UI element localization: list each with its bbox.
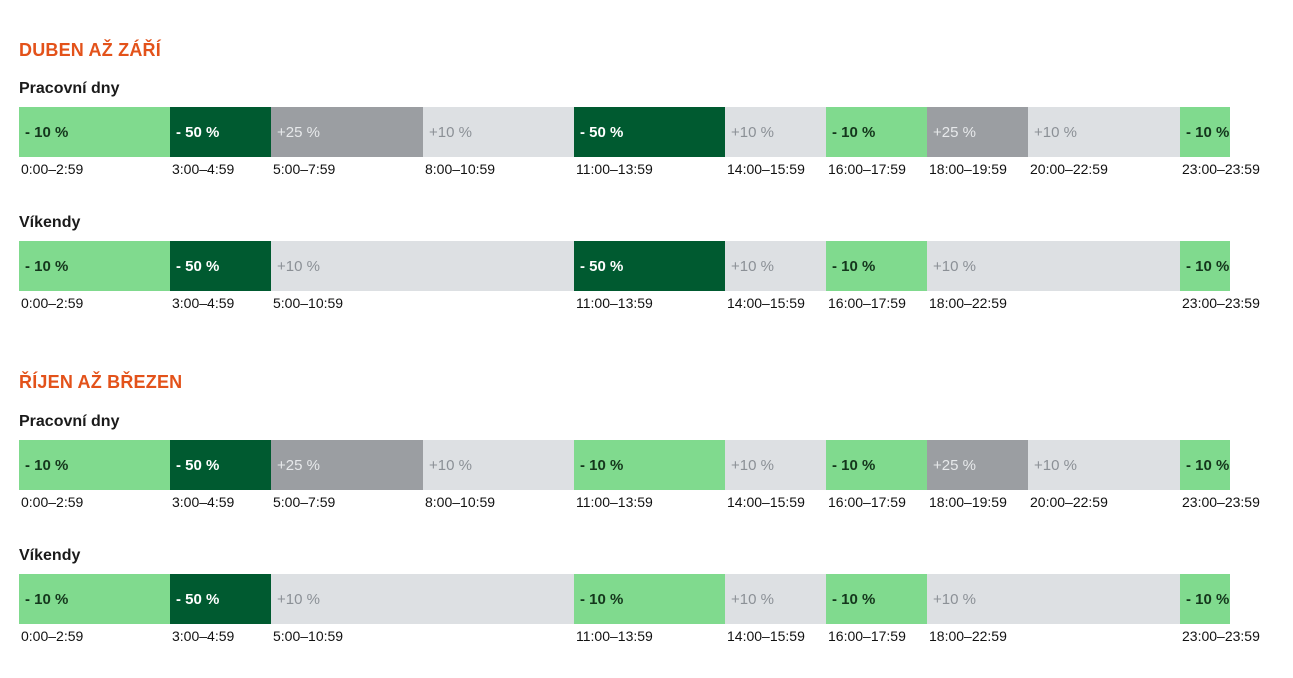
season-title: DUBEN AŽ ZÁŘÍ [19, 40, 161, 60]
tariff-segment: - 10 % [1180, 241, 1230, 291]
time-range-label: 11:00–13:59 [576, 494, 653, 510]
tariff-segment: +10 % [927, 574, 1180, 624]
row-label-weekdays: Pracovní dny [19, 80, 120, 97]
tariff-segment: +10 % [725, 107, 826, 157]
tariff-segment: +25 % [927, 440, 1028, 490]
time-range-label: 18:00–19:59 [929, 161, 1007, 177]
tariff-segment: +25 % [271, 107, 423, 157]
time-range-label: 8:00–10:59 [425, 494, 496, 510]
time-range-label: 16:00–17:59 [828, 494, 906, 510]
tariff-segment: +10 % [271, 574, 574, 624]
time-range-label: 3:00–4:59 [172, 161, 235, 177]
tariff-segment: +10 % [927, 241, 1180, 291]
time-range-label: 14:00–15:59 [727, 494, 805, 510]
tariff-segment: +10 % [1028, 107, 1180, 157]
time-range-label: 23:00–23:59 [1182, 494, 1260, 510]
tariff-segment: - 10 % [826, 440, 927, 490]
tariff-segment: +10 % [423, 107, 574, 157]
time-range-label: 3:00–4:59 [172, 295, 235, 311]
time-range-label: 0:00–2:59 [21, 494, 84, 510]
time-range-label: 5:00–7:59 [273, 161, 336, 177]
tariff-segment: - 50 % [574, 107, 725, 157]
time-range-label: 23:00–23:59 [1182, 628, 1260, 644]
time-range-label: 14:00–15:59 [727, 628, 805, 644]
time-range-label: 23:00–23:59 [1182, 161, 1260, 177]
tariff-segment: - 50 % [170, 440, 271, 490]
time-range-label: 14:00–15:59 [727, 295, 805, 311]
time-labels: 0:00–2:59 3:00–4:59 5:00–7:59 8:00–10:59 11:… [19, 494, 1293, 514]
time-labels: 0:00–2:59 3:00–4:59 5:00–10:59 11:00–13:59 1… [19, 295, 1293, 315]
row-label-weekends: Víkendy [19, 214, 81, 231]
tariff-segment: +25 % [927, 107, 1028, 157]
time-range-label: 3:00–4:59 [172, 494, 235, 510]
tariff-bar: - 10 % - 50 % +25 % +10 % - 50 % +10 % - 10 % +… [19, 107, 1230, 157]
time-range-label: 0:00–2:59 [21, 161, 84, 177]
tariff-bar: - 10 % - 50 % +25 % +10 % - 10 % +10 % - 10 % +… [19, 440, 1230, 490]
time-range-label: 16:00–17:59 [828, 628, 906, 644]
tariff-bar: - 10 % - 50 % +10 % - 50 % +10 % - 10 % +10 % -… [19, 241, 1230, 291]
time-range-label: 5:00–10:59 [273, 628, 344, 644]
tariff-segment: - 10 % [826, 107, 927, 157]
tariff-bar: - 10 % - 50 % +10 % - 10 % +10 % - 10 % +10 % -… [19, 574, 1230, 624]
time-range-label: 20:00–22:59 [1030, 494, 1108, 510]
time-labels: 0:00–2:59 3:00–4:59 5:00–10:59 11:00–13:59 1… [19, 628, 1293, 648]
tariff-segment: - 50 % [170, 241, 271, 291]
time-range-label: 20:00–22:59 [1030, 161, 1108, 177]
time-range-label: 23:00–23:59 [1182, 295, 1260, 311]
row-label-weekends: Víkendy [19, 547, 81, 564]
tariff-segment: +10 % [725, 440, 826, 490]
time-labels: 0:00–2:59 3:00–4:59 5:00–7:59 8:00–10:59 11:… [19, 161, 1293, 181]
tariff-segment: - 10 % [574, 440, 725, 490]
tariff-segment: +10 % [271, 241, 574, 291]
tariff-segment: +10 % [423, 440, 574, 490]
time-range-label: 0:00–2:59 [21, 628, 84, 644]
tariff-segment: - 10 % [1180, 107, 1230, 157]
time-range-label: 14:00–15:59 [727, 161, 805, 177]
time-range-label: 11:00–13:59 [576, 295, 653, 311]
time-range-label: 0:00–2:59 [21, 295, 84, 311]
tariff-segment: +10 % [1028, 440, 1180, 490]
time-range-label: 5:00–10:59 [273, 295, 344, 311]
tariff-segment: - 50 % [170, 107, 271, 157]
tariff-segment: - 50 % [574, 241, 725, 291]
tariff-segment: - 10 % [19, 107, 170, 157]
season-title: ŘÍJEN AŽ BŘEZEN [19, 372, 183, 392]
tariff-segment: - 10 % [19, 241, 170, 291]
time-range-label: 8:00–10:59 [425, 161, 496, 177]
time-range-label: 5:00–7:59 [273, 494, 336, 510]
tariff-segment: - 10 % [1180, 574, 1230, 624]
time-range-label: 18:00–19:59 [929, 494, 1007, 510]
time-range-label: 18:00–22:59 [929, 628, 1007, 644]
tariff-segment: - 10 % [1180, 440, 1230, 490]
tariff-segment: - 10 % [826, 241, 927, 291]
time-range-label: 18:00–22:59 [929, 295, 1007, 311]
time-range-label: 11:00–13:59 [576, 628, 653, 644]
tariff-segment: - 10 % [19, 440, 170, 490]
tariff-segment: - 10 % [19, 574, 170, 624]
tariff-segment: - 10 % [826, 574, 927, 624]
tariff-segment: +25 % [271, 440, 423, 490]
row-label-weekdays: Pracovní dny [19, 413, 120, 430]
tariff-segment: +10 % [725, 574, 826, 624]
time-range-label: 11:00–13:59 [576, 161, 653, 177]
tariff-segment: - 10 % [574, 574, 725, 624]
time-range-label: 16:00–17:59 [828, 295, 906, 311]
tariff-segment: +10 % [725, 241, 826, 291]
tariff-segment: - 50 % [170, 574, 271, 624]
time-range-label: 16:00–17:59 [828, 161, 906, 177]
time-range-label: 3:00–4:59 [172, 628, 235, 644]
